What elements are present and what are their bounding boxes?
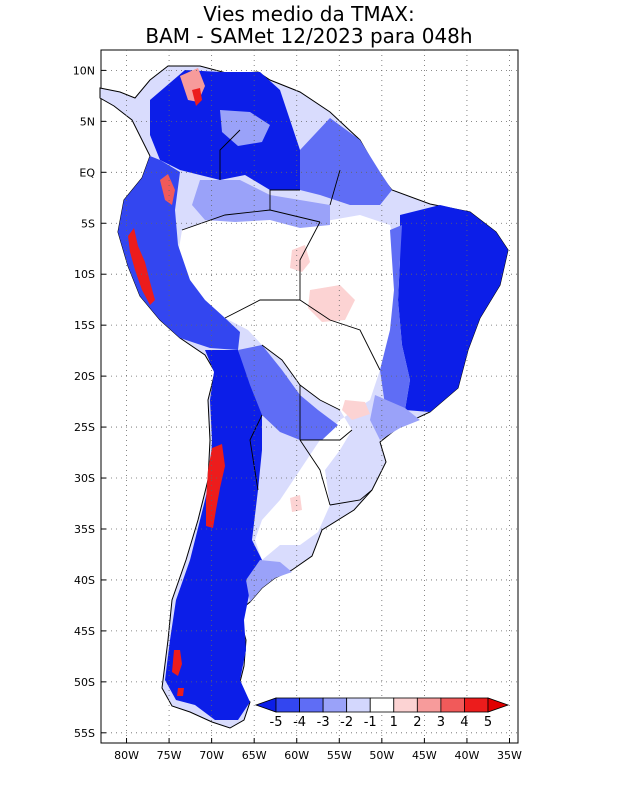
graticule (101, 50, 518, 743)
colorbar-swatch (299, 697, 324, 713)
lat-tick-label: 10N (73, 64, 95, 77)
longitude-tick-labels: 80W 75W 70W 65W 60W 55W 50W 45W 40W 35W (114, 738, 522, 762)
colorbar-label: 5 (484, 715, 492, 730)
colorbar-label: 2 (413, 715, 421, 730)
lon-tick-label: 75W (157, 749, 182, 762)
lon-tick-label: 35W (497, 749, 522, 762)
lon-tick-label: 70W (199, 749, 224, 762)
colorbar-label: -3 (317, 715, 330, 730)
lat-tick-label: 50S (74, 676, 95, 689)
lat-tick-label: 10S (74, 268, 95, 281)
lon-tick-label: 80W (114, 749, 139, 762)
colorbar-label: -1 (364, 715, 377, 730)
colorbar-swatch (393, 697, 418, 713)
lat-tick-label: 45S (74, 625, 95, 638)
map-title-line-2: BAM - SAMet 12/2023 para 048h (145, 24, 473, 48)
colorbar-swatch (322, 697, 348, 713)
colorbar-swatch (440, 697, 465, 713)
lat-tick-label: 35S (74, 523, 95, 536)
colorbar-swatch (369, 697, 395, 713)
lat-tick-label: 5N (80, 115, 95, 128)
colorbar-label: -2 (340, 715, 353, 730)
lon-tick-label: 40W (455, 749, 480, 762)
lon-tick-label: 50W (369, 749, 394, 762)
colorbar: -5 -4 -3 -2 -1 1 2 3 4 5 (254, 697, 510, 730)
lat-tick-label: 15S (74, 319, 95, 332)
colorbar-label: 4 (460, 715, 468, 730)
colorbar-swatch (464, 697, 489, 713)
colorbar-max-triangle (487, 697, 510, 713)
latitude-tick-labels: 10N 5N EQ 5S 10S 15S 20S 25S 30S 35S 40S 45S 50S 55S (73, 64, 106, 740)
lat-tick-label: 5S (81, 217, 95, 230)
lat-tick-label: 40S (74, 574, 95, 587)
colorbar-label: -5 (270, 715, 283, 730)
lat-tick-label: 55S (74, 727, 95, 740)
lat-tick-label: 20S (74, 370, 95, 383)
colorbar-label: 3 (437, 715, 445, 730)
lon-tick-label: 55W (327, 749, 352, 762)
colorbar-swatch (346, 697, 371, 713)
lon-tick-label: 65W (242, 749, 267, 762)
colorbar-label: 1 (390, 715, 398, 730)
colorbar-swatch (275, 697, 300, 713)
lon-tick-label: 60W (284, 749, 309, 762)
colorbar-swatch (416, 697, 442, 713)
lat-tick-label: EQ (79, 166, 95, 179)
lat-tick-label: 25S (74, 421, 95, 434)
south-america-bias-field (99, 65, 509, 729)
colorbar-label: -4 (293, 715, 306, 730)
lon-tick-label: 45W (412, 749, 437, 762)
map-title-line-1: Vies medio da TMAX: (203, 2, 415, 26)
lat-tick-label: 30S (74, 472, 95, 485)
